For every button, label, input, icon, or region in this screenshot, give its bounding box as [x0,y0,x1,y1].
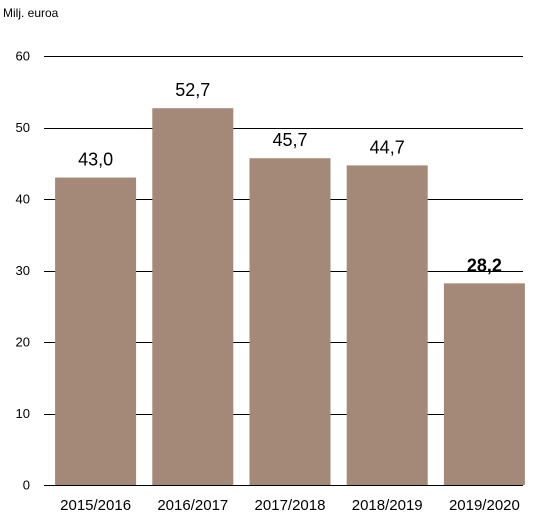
x-tick-label: 2018/2019 [352,497,423,514]
bar-2019-2020 [443,283,525,485]
data-label: 44,7 [370,137,405,157]
bar-2017-2018 [249,158,331,485]
y-tick-label: 50 [16,120,30,135]
bars [55,108,525,486]
x-tick-label: 2016/2017 [157,497,228,514]
y-tick-label: 0 [23,478,30,493]
data-label: 45,7 [272,130,307,150]
y-tick-label: 30 [16,263,30,278]
x-tick-label: 2017/2018 [255,497,326,514]
y-tick-label: 20 [16,335,30,350]
bar-2015-2016 [55,177,137,486]
x-axis-ticks: 2015/2016 2016/2017 2017/2018 2018/2019 2019… [60,497,520,514]
data-label: 43,0 [78,150,113,170]
y-tick-label: 60 [16,49,30,64]
x-tick-label: 2015/2016 [60,497,131,514]
data-label: 52,7 [175,80,210,100]
data-labels: 43,0 52,7 45,7 44,7 28,2 [78,80,502,275]
bar-2016-2017 [152,108,234,485]
y-axis-title: Milj. euroa [3,6,59,20]
x-tick-label: 2019/2020 [449,497,520,514]
y-tick-label: 40 [16,192,30,207]
bar-2018-2019 [346,165,428,485]
y-tick-label: 10 [16,406,30,421]
data-label: 28,2 [467,255,502,275]
y-axis-ticks: 0 10 20 30 40 50 60 [16,49,30,493]
